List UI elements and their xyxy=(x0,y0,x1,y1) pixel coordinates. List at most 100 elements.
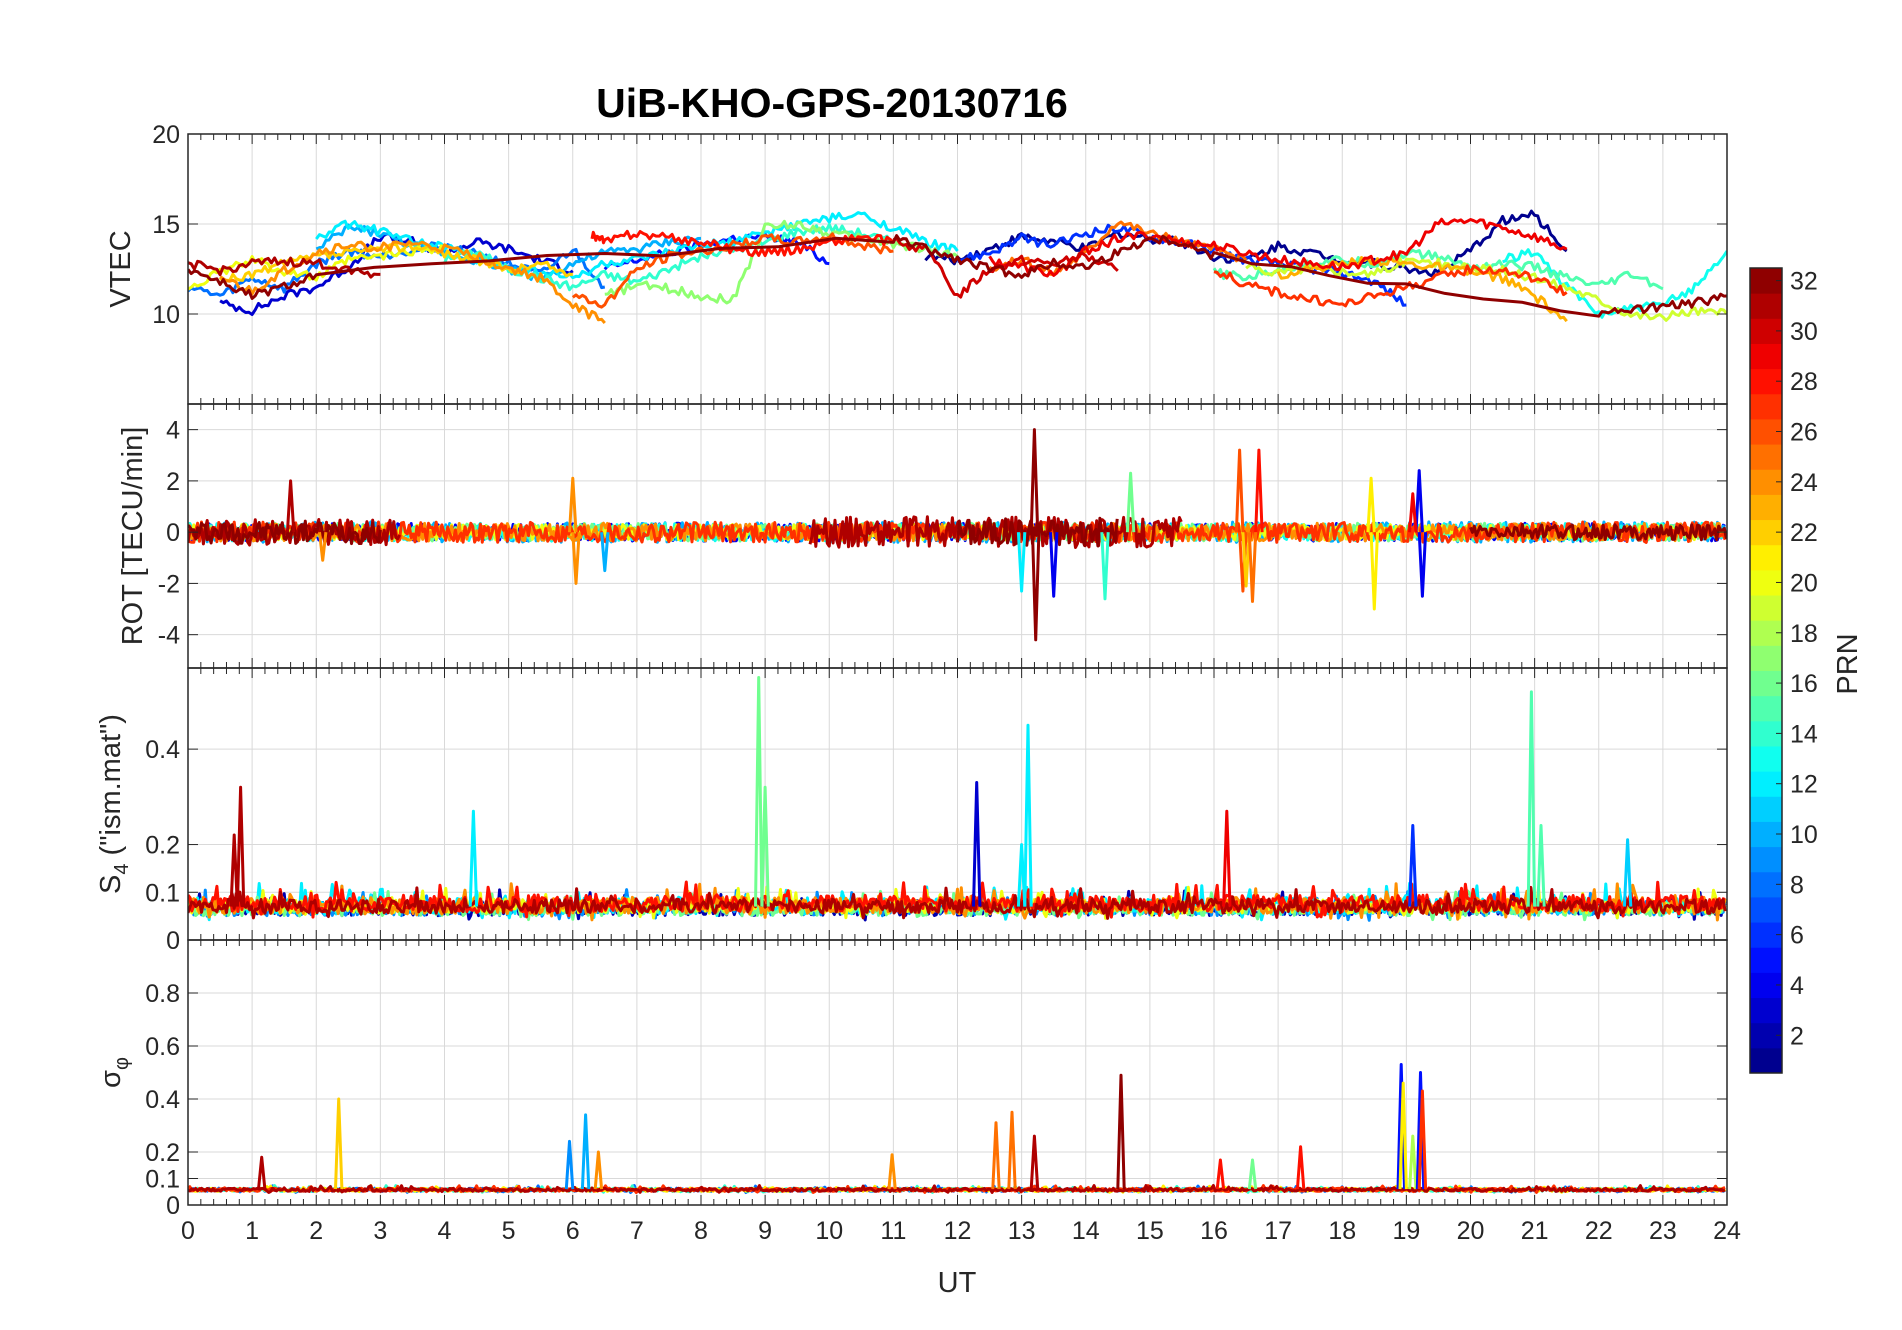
sigma_phi-spike-prn-16 xyxy=(1247,1158,1258,1190)
s4-trace-prn-28 xyxy=(188,880,1726,919)
x-tick-label: 3 xyxy=(373,1217,387,1245)
y-axis-label-main: S xyxy=(95,875,127,894)
colorbar-swatch xyxy=(1750,293,1782,319)
y-tick-label-vtec: 15 xyxy=(152,211,180,239)
y-tick-label-sigma_phi: 0.8 xyxy=(145,980,180,1008)
x-tick-label: 2 xyxy=(309,1217,323,1245)
x-tick-label: 0 xyxy=(181,1217,195,1245)
sigma_phi-spike-prn-24 xyxy=(593,1150,604,1190)
sigma_phi-spike-prn-25 xyxy=(1007,1110,1017,1190)
colorbar-tick-label: 28 xyxy=(1790,368,1818,396)
colorbar-tick-label: 6 xyxy=(1790,922,1804,950)
vtec-trace-prn-24 xyxy=(219,240,606,324)
rot-trace-prn-32 xyxy=(1469,523,1727,542)
rot-spike-prn-16 xyxy=(1125,471,1136,533)
rot-spike-prn-4 xyxy=(1417,532,1428,598)
x-axis: 0 1 2 3 4 5 6 7 8 9 10 11 12 13 14 15 16 17 18 19 20 21 22 23 24 xyxy=(181,1217,1741,1245)
colorbar-tick-label: 4 xyxy=(1790,972,1804,1000)
y-axis-label-sub: 4 xyxy=(111,864,133,875)
y-tick-label-sigma_phi: 0.2 xyxy=(145,1139,180,1167)
colorbar-label: PRN xyxy=(1832,633,1864,694)
sigma_phi-spike-prn-31 xyxy=(257,1155,267,1190)
x-tick-label: 10 xyxy=(815,1217,843,1245)
colorbar-swatch xyxy=(1750,393,1782,420)
sigma_phi-spike-prn-5 xyxy=(1396,1063,1406,1190)
sigma_phi-spike-prn-25 xyxy=(991,1121,1001,1190)
rot-spike-prn-24 xyxy=(318,532,328,562)
colorbar-swatch xyxy=(1750,544,1782,571)
colorbar-swatch xyxy=(1750,896,1782,923)
colorbar-tick-label: 24 xyxy=(1790,469,1818,497)
vtec-trace-prn-29 xyxy=(988,217,1568,278)
sigma_phi-spike-prn-22 xyxy=(334,1097,344,1190)
sigma_phi-spike-prn-10 xyxy=(580,1113,591,1190)
y-tick-label-rot: 4 xyxy=(166,417,180,445)
colorbar-swatch xyxy=(1750,745,1782,772)
traces-sigma_phi xyxy=(188,1063,1727,1194)
traces-rot xyxy=(188,428,1727,642)
y-tick-label-rot: 0 xyxy=(166,519,180,547)
colorbar-tick-label: 8 xyxy=(1790,871,1804,899)
rot-spike-prn-32 xyxy=(1029,428,1040,533)
colorbar-swatch xyxy=(1750,796,1782,822)
rot-spike-prn-28 xyxy=(1254,448,1264,533)
rot-spike-prn-32 xyxy=(1031,532,1041,642)
x-tick-label: 21 xyxy=(1521,1217,1549,1245)
s4-spike-prn-31 xyxy=(235,785,246,907)
x-tick-label: 18 xyxy=(1328,1217,1356,1245)
traces-vtec xyxy=(188,209,1727,324)
traces-s4 xyxy=(188,676,1727,922)
s4-spike-prn-12 xyxy=(468,809,479,907)
y-tick-label-sigma_phi: 0 xyxy=(166,1192,180,1220)
y-axis-label-rest: ("ism.mat") xyxy=(95,714,127,863)
s4-trace-prn-31 xyxy=(188,885,1727,920)
y-tick-label-s4: 0.4 xyxy=(145,736,180,764)
colorbar-tick-label: 30 xyxy=(1790,318,1818,346)
colorbar-swatch xyxy=(1750,1047,1782,1074)
sigma_phi-spike-prn-27 xyxy=(1417,1089,1428,1190)
colorbar-swatch xyxy=(1750,645,1782,671)
panel-sigma_phi: 00.10.2 0.4 0.6 0.8 σφ xyxy=(95,939,1728,1220)
colorbar-tick-label: 2 xyxy=(1790,1022,1804,1050)
rot-spike-prn-4 xyxy=(1049,532,1059,598)
x-tick-label: 12 xyxy=(944,1217,972,1245)
y-tick-label-sigma_phi: 0.4 xyxy=(145,1086,180,1114)
rot-spike-prn-4 xyxy=(1414,469,1424,533)
colorbar-swatch xyxy=(1750,997,1782,1024)
s4-spike-prn-3 xyxy=(972,781,982,907)
colorbar-swatch xyxy=(1750,343,1782,370)
colorbar-swatch xyxy=(1750,494,1782,521)
y-axis-label-rot: ROT [TECU/min] xyxy=(117,427,149,646)
s4-spike-prn-12 xyxy=(1023,723,1033,907)
sigma_phi-spike-prn-21 xyxy=(1398,1081,1408,1190)
x-tick-label: 22 xyxy=(1585,1217,1613,1245)
x-tick-label: 7 xyxy=(630,1217,644,1245)
rot-spike-prn-29 xyxy=(1408,492,1418,533)
sigma_phi-trace-prn-31 xyxy=(188,1184,1726,1194)
s4-spike-prn-15 xyxy=(1536,824,1546,907)
y-tick-label-vtec: 10 xyxy=(152,301,180,329)
x-tick-label: 6 xyxy=(566,1217,580,1245)
y-axis-label-sub: φ xyxy=(111,1057,133,1070)
rot-spike-prn-24 xyxy=(568,476,578,533)
sigma_phi-spike-prn-28 xyxy=(1295,1145,1306,1190)
rot-spike-prn-22 xyxy=(1241,532,1251,588)
sigma_phi-spike-prn-28 xyxy=(1215,1158,1226,1190)
panel-s4: 0 0.1 0.2 0.4 S4 ("ism.mat") xyxy=(95,667,1728,955)
y-tick-label-vtec: 20 xyxy=(152,121,180,149)
vtec-trace-prn-27 xyxy=(1213,264,1568,308)
x-tick-label: 13 xyxy=(1008,1217,1036,1245)
s4-spike-prn-16 xyxy=(760,785,770,907)
x-tick-label: 16 xyxy=(1200,1217,1228,1245)
sigma_phi-spike-prn-32 xyxy=(1116,1073,1126,1190)
colorbar-tick-label: 26 xyxy=(1790,419,1818,447)
y-tick-label-rot: -4 xyxy=(158,622,180,650)
s4-spike-prn-12 xyxy=(1016,843,1027,907)
colorbar-swatch xyxy=(1750,947,1782,973)
x-tick-label: 14 xyxy=(1072,1217,1100,1245)
colorbar-swatch xyxy=(1750,846,1782,873)
panel-rot: -4 -2 0 2 4 ROT [TECU/min] xyxy=(117,403,1728,669)
colorbar-tick-label: 14 xyxy=(1790,720,1818,748)
x-tick-label: 9 xyxy=(758,1217,772,1245)
